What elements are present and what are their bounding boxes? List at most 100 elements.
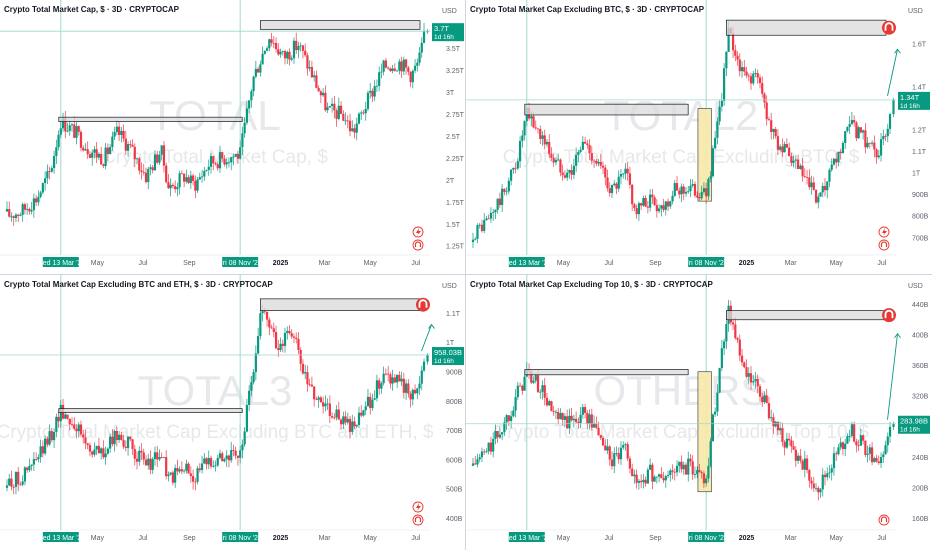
resistance-zone-box[interactable] <box>58 116 243 122</box>
price-tag[interactable] <box>432 23 464 42</box>
candle <box>819 192 822 197</box>
resistance-zone-box[interactable] <box>58 408 243 413</box>
candle <box>178 170 181 195</box>
candle <box>295 32 298 54</box>
x-tick-label: Wed 13 Mar '24 <box>502 260 551 267</box>
candle <box>30 464 33 471</box>
flash-icon[interactable] <box>412 226 424 238</box>
candle <box>79 420 83 437</box>
magnet-icon[interactable] <box>882 20 896 35</box>
price-tag[interactable] <box>898 415 930 434</box>
candlestick-chart[interactable]: TOTAL2 Crypto Total Market Cap Excluding … <box>466 0 932 275</box>
candle <box>389 372 392 389</box>
candle <box>364 401 367 416</box>
candle <box>839 148 842 160</box>
candle <box>494 209 497 219</box>
chart-panel-total[interactable]: Crypto Total Market Cap, $ · 3D · CRYPTO… <box>0 0 466 275</box>
candle <box>124 130 127 155</box>
candle <box>344 112 347 125</box>
candle <box>828 464 831 479</box>
magnet-icon[interactable] <box>416 297 430 312</box>
resistance-zone-box[interactable] <box>524 369 689 376</box>
x-tick-label: Wed 13 Mar '24 <box>502 535 551 542</box>
y-tick-label: 160B <box>912 516 929 523</box>
candle <box>144 455 148 466</box>
candle <box>837 151 840 167</box>
candle <box>391 369 394 391</box>
panel-divider-horizontal[interactable] <box>0 274 932 275</box>
x-marker-tag <box>222 532 259 542</box>
candle <box>552 406 555 416</box>
candle <box>44 171 47 191</box>
panel-divider-vertical[interactable] <box>465 0 466 550</box>
magnet-icon[interactable] <box>878 514 890 526</box>
candle <box>129 436 132 442</box>
chart-panel-others[interactable]: Crypto Total Market Cap Excluding Top 10… <box>466 275 932 550</box>
resistance-zone-box[interactable] <box>725 19 887 36</box>
candle <box>104 142 107 170</box>
candle <box>207 159 210 176</box>
candle <box>805 454 809 474</box>
candle <box>523 374 526 391</box>
x-tick-label: May <box>364 535 378 542</box>
candle <box>404 379 408 401</box>
candle <box>277 43 280 57</box>
candle <box>147 453 150 470</box>
last-price-label: 283.98B <box>900 417 928 426</box>
candle <box>265 311 269 327</box>
candle <box>176 182 179 197</box>
candle <box>848 429 851 442</box>
candle <box>223 155 226 167</box>
magnet-icon[interactable] <box>878 239 890 251</box>
chart-panel-total2[interactable]: Crypto Total Market Cap Excluding BTC, $… <box>466 0 932 275</box>
breakout-highlight-zone[interactable] <box>697 371 712 493</box>
candle <box>129 140 132 149</box>
candle <box>682 461 685 475</box>
candle <box>586 139 589 150</box>
price-tag[interactable] <box>432 347 464 366</box>
flash-icon[interactable] <box>878 226 890 238</box>
chart-panel-total3[interactable]: Crypto Total Market Cap Excluding BTC an… <box>0 275 466 550</box>
candle <box>723 63 726 106</box>
candle <box>138 157 141 175</box>
candle <box>684 462 688 475</box>
resistance-zone-box[interactable] <box>259 298 421 311</box>
magnet-icon[interactable] <box>882 308 896 323</box>
candle <box>673 179 676 197</box>
breakout-highlight-zone[interactable] <box>697 108 712 202</box>
candle <box>257 328 260 356</box>
candle <box>624 442 627 451</box>
candle <box>720 340 723 372</box>
magnet-icon[interactable] <box>412 239 424 251</box>
candle <box>707 457 710 483</box>
candle <box>61 112 65 132</box>
candle <box>774 126 777 139</box>
candle <box>171 470 175 486</box>
resistance-zone-box[interactable] <box>259 20 421 30</box>
candle <box>671 190 674 205</box>
candle <box>666 470 670 479</box>
resistance-zone-box[interactable] <box>725 310 887 321</box>
candle <box>373 390 376 401</box>
candlestick-chart[interactable]: TOTAL3 Crypto Total Market Cap Excluding … <box>0 275 466 550</box>
candle <box>554 409 558 420</box>
y-tick-label: 2.25T <box>446 156 465 163</box>
x-tick-label: May <box>830 535 844 542</box>
candle <box>342 411 345 430</box>
flash-icon[interactable] <box>412 501 424 513</box>
candle <box>330 412 334 420</box>
candle <box>559 408 562 420</box>
candle <box>156 445 159 468</box>
candle <box>693 466 697 479</box>
candlestick-chart[interactable]: TOTAL Crypto Total Market Cap, $ 3.7T 3.5T 3… <box>0 0 466 275</box>
resistance-zone-box[interactable] <box>524 103 689 116</box>
candle <box>613 180 616 187</box>
candle <box>46 164 49 185</box>
price-tag[interactable] <box>898 91 930 110</box>
chart-title: Crypto Total Market Cap Excluding BTC an… <box>4 280 273 289</box>
magnet-icon[interactable] <box>412 514 424 526</box>
candle <box>583 403 587 419</box>
candle <box>810 476 813 490</box>
candle <box>702 470 706 489</box>
